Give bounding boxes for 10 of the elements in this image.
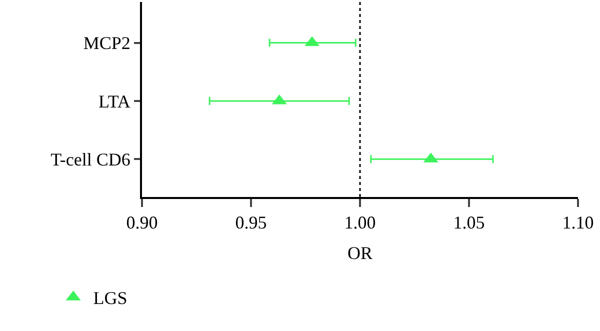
- x-tick-label: 0.90: [126, 212, 158, 233]
- y-tick-label: MCP2: [83, 33, 130, 54]
- x-tick-label: 1.10: [562, 212, 594, 233]
- x-tick-label: 1.00: [344, 212, 376, 233]
- x-tick-label: 0.95: [235, 212, 267, 233]
- x-axis-title: OR: [347, 243, 373, 264]
- y-tick-label: LTA: [98, 91, 130, 112]
- legend-label: LGS: [93, 288, 128, 308]
- y-tick-label: T-cell CD6: [50, 149, 130, 170]
- x-tick-label: 1.05: [453, 212, 485, 233]
